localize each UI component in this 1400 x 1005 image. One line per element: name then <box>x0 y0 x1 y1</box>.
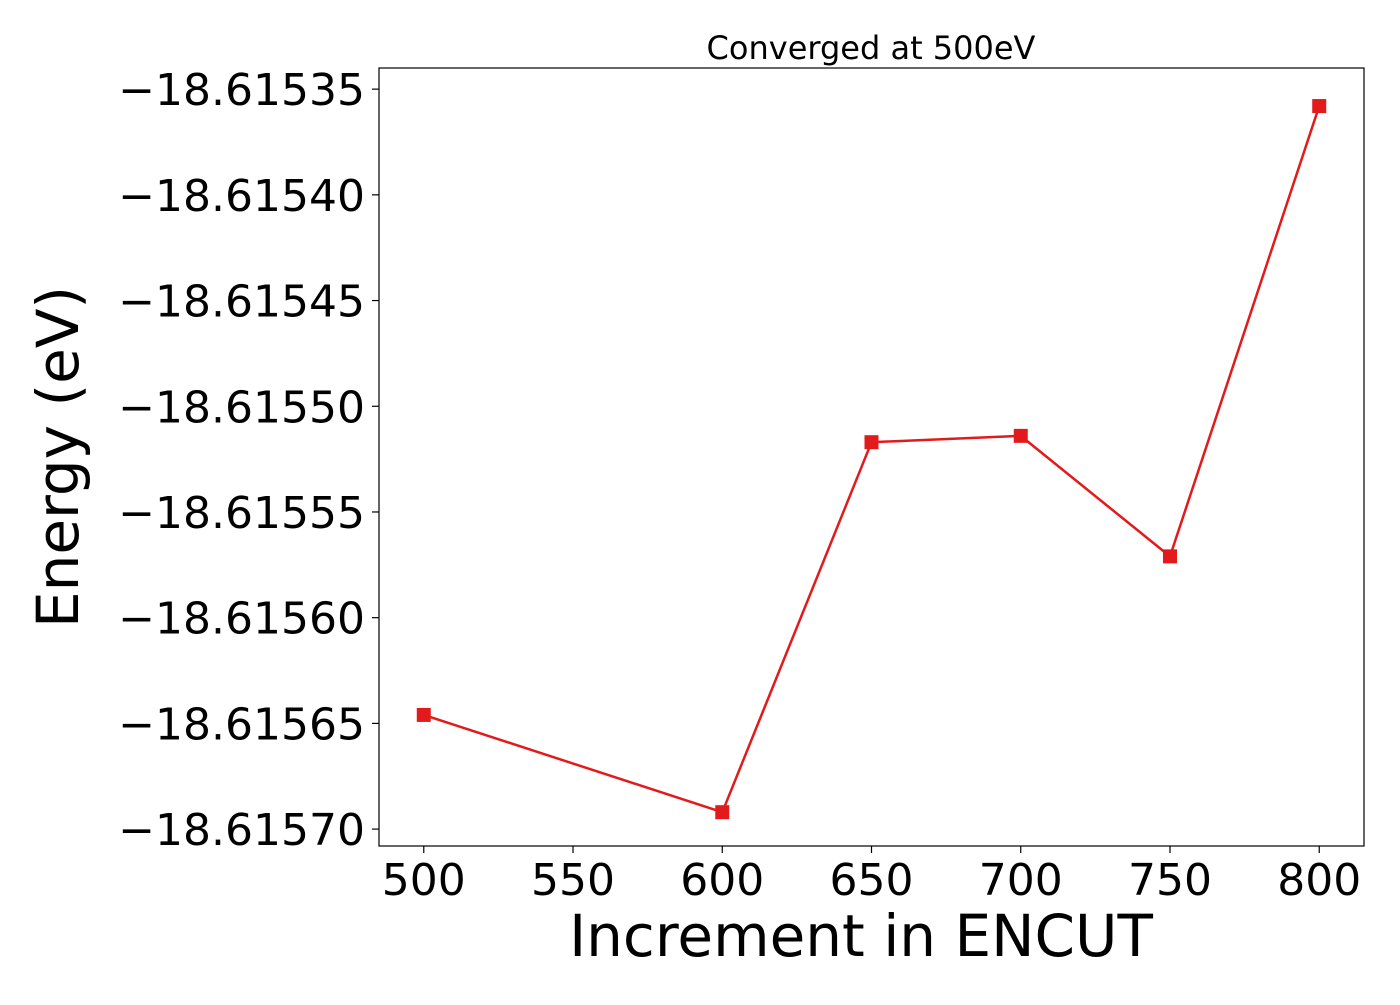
data-point-marker <box>715 805 730 820</box>
plot-area: 500 550 600 650 700 750 800 −18.61535 −18.61540 −… <box>118 65 1365 906</box>
x-tick-label: 600 <box>680 855 764 906</box>
x-tick-label: 550 <box>531 855 615 906</box>
y-tick-label: −18.61560 <box>118 594 365 645</box>
x-tick-label: 800 <box>1277 855 1361 906</box>
chart-title: Converged at 500eV <box>707 29 1036 67</box>
y-tick-label: −18.61570 <box>118 805 365 856</box>
data-point-marker <box>864 435 879 450</box>
x-tick-label: 750 <box>1128 855 1212 906</box>
y-tick-label: −18.61550 <box>118 382 365 433</box>
y-tick-label: −18.61565 <box>118 699 365 750</box>
data-point-marker <box>1312 99 1327 114</box>
y-tick-label: −18.61540 <box>118 171 365 222</box>
x-axis-label: Increment in ENCUT <box>569 902 1153 970</box>
y-axis-label: Energy (eV) <box>24 286 92 628</box>
x-tick-label: 700 <box>979 855 1063 906</box>
x-tick-label: 650 <box>830 855 914 906</box>
y-tick-label: −18.61555 <box>118 488 365 539</box>
axes-frame <box>378 67 1365 847</box>
data-point-marker <box>1013 428 1028 443</box>
y-tick-label: −18.61535 <box>118 65 365 116</box>
y-tick-label: −18.61545 <box>118 277 365 328</box>
data-point-marker <box>416 707 431 722</box>
x-tick-label: 500 <box>382 855 466 906</box>
data-point-marker <box>1162 549 1177 564</box>
series-line <box>423 105 1321 814</box>
